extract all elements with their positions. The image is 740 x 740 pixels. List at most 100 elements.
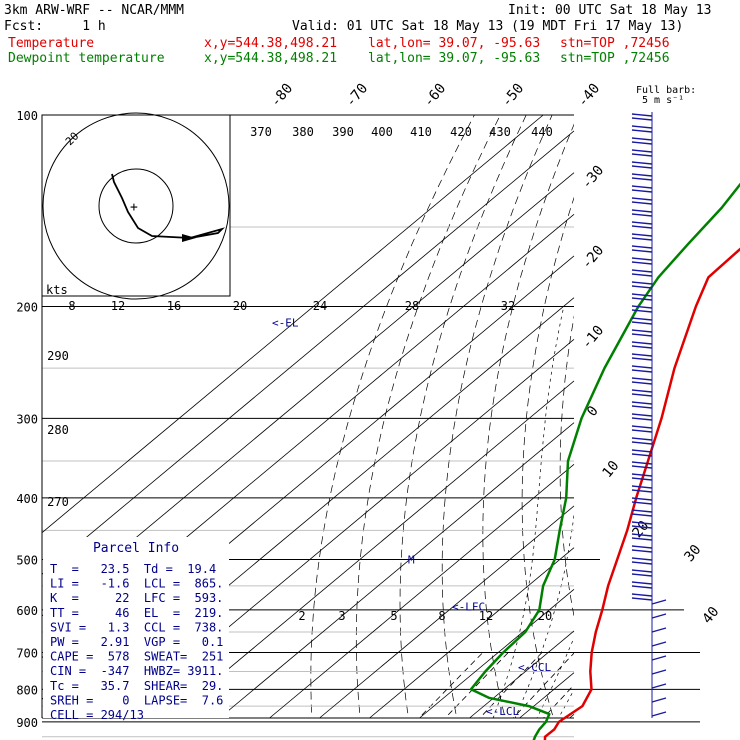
wind-barb-low — [651, 627, 667, 633]
isotherm-0 — [469, 630, 575, 719]
hodograph-ring-inner — [98, 168, 174, 244]
wind-barb — [631, 341, 653, 349]
dry-adiabat-270 — [399, 115, 527, 718]
hodograph-speed-label-32: 32 — [501, 299, 515, 313]
forecast-hour: Fcst: 1 h — [4, 19, 106, 34]
pressure-label-600: 600 — [16, 604, 38, 618]
theta-label-380: 380 — [292, 125, 314, 139]
legend-dewpoint-latlon: lat,lon= 39.07, -95.63 — [368, 51, 541, 66]
theta-label-290: 290 — [47, 349, 69, 363]
wind-barb-low — [651, 655, 667, 661]
parcel-info-row: Tc = 35.7 SHEAR= 29. — [50, 679, 223, 693]
mixing-ratio-label-5: 5 — [390, 609, 397, 623]
wind-barb — [631, 569, 653, 577]
dry-adiabat-280 — [441, 115, 553, 718]
wind-barb — [631, 245, 653, 253]
pressure-label-300: 300 — [16, 412, 38, 426]
isotherm--50 — [219, 422, 575, 719]
wind-barb — [631, 533, 653, 541]
isotherm-label--30: -30 — [579, 163, 608, 193]
dry-adiabat-340 — [667, 115, 740, 740]
dry-adiabat-260 — [355, 115, 501, 718]
wind-barb — [631, 161, 653, 169]
legend-temperature: Temperature — [8, 36, 95, 51]
init-time: Init: 00 UTC Sat 18 May 13 — [508, 3, 712, 18]
moist-adiabat-22 — [558, 688, 574, 718]
wind-barb — [631, 485, 653, 493]
wind-barb-low — [651, 669, 667, 675]
wind-barb — [631, 449, 653, 457]
parcel-info-row: SREH = 0 LAPSE= 7.6 — [50, 693, 223, 707]
hodograph-speed-label-28: 28 — [405, 299, 419, 313]
hodograph-trace — [111, 173, 226, 240]
theta-label-270: 270 — [47, 495, 69, 509]
mixing-ratio-label-8: 8 — [438, 609, 445, 623]
level-label-el: <-EL — [272, 317, 299, 330]
hodograph-speed-label-8: 8 — [68, 299, 75, 313]
temperature-profile — [543, 247, 740, 740]
wind-barb — [631, 593, 653, 601]
mixing-ratio-2 — [418, 652, 484, 718]
isotherm-20 — [569, 714, 575, 719]
theta-label-390: 390 — [332, 125, 354, 139]
wind-barb — [631, 365, 653, 373]
isotherm--20 — [369, 547, 575, 719]
parcel-info-row: T = 23.5 Td = 19.4 — [50, 562, 216, 576]
parcel-info-row: LI = -1.6 LCL = 865. — [50, 577, 223, 591]
isotherm-label-30: 30 — [681, 542, 704, 565]
wind-barb — [631, 401, 653, 409]
hodograph-box — [41, 114, 231, 297]
wind-barb — [631, 425, 653, 433]
wind-barb — [631, 581, 653, 589]
wind-barb — [631, 545, 653, 553]
wind-barb — [631, 521, 653, 529]
isotherm-10 — [519, 672, 575, 719]
wind-barb — [631, 197, 653, 205]
plot-area-group — [310, 115, 740, 740]
parcel-info-row: TT = 46 EL = 219. — [50, 606, 223, 620]
mixing-ratio-label-3: 3 — [338, 609, 345, 623]
model-title: 3km ARW-WRF -- NCAR/MMM — [4, 3, 185, 18]
isotherm--40 — [269, 464, 575, 719]
hodograph-speed-label-12: 12 — [111, 299, 125, 313]
wind-barb — [631, 497, 653, 505]
dry-adiabat-250 — [310, 115, 475, 718]
legend-dewpoint-xy: x,y=544.38,498.21 — [204, 51, 338, 66]
wind-barb — [631, 509, 653, 517]
isotherm-label--80: -80 — [268, 81, 297, 111]
valid-time: Valid: 01 UTC Sat 18 May 13 (19 MDT Fri … — [292, 19, 684, 34]
theta-label-430: 430 — [489, 125, 511, 139]
wind-barb — [631, 233, 653, 241]
pressure-label-200: 200 — [16, 300, 38, 314]
theta-label-370: 370 — [250, 125, 272, 139]
parcel-info-row: PW = 2.91 VGP = 0.1 — [50, 635, 223, 649]
parcel-info-row: CELL = 294/13 — [50, 708, 144, 722]
parcel-info-row: CAPE = 578 SWEAT= 251 — [50, 650, 223, 664]
wind-barb — [631, 281, 653, 289]
mixing-ratio-label-12: 12 — [479, 609, 493, 623]
moist-adiabat-10 — [492, 306, 565, 718]
dewpoint-profile — [469, 182, 740, 740]
dry-adiabat-360 — [733, 115, 740, 740]
legend-dewpoint: Dewpoint temperature — [8, 51, 165, 66]
wind-barb — [631, 209, 653, 217]
level-label-lcl: <-LCL — [486, 705, 519, 718]
pressure-label-500: 500 — [16, 554, 38, 568]
wind-barb — [631, 461, 653, 469]
wind-barb — [631, 257, 653, 265]
hodograph-speed-label-16: 16 — [167, 299, 181, 313]
wind-barb-low — [651, 711, 667, 717]
wind-barb — [631, 293, 653, 301]
wind-barb — [631, 185, 653, 193]
legend-temperature-latlon: lat,lon= 39.07, -95.63 — [368, 36, 541, 51]
parcel-info-row: SVI = 1.3 CCL = 738. — [50, 620, 223, 634]
legend-temperature-xy: x,y=544.38,498.21 — [204, 36, 338, 51]
isotherm-label-10: 10 — [599, 458, 622, 481]
hodograph-ring-outer — [42, 112, 230, 300]
wind-barb-low — [651, 697, 667, 703]
level-label-ccl: <-CCL — [518, 661, 551, 674]
full-barb-label: Full barb: — [636, 85, 696, 96]
hodograph-kts-label: kts — [46, 283, 68, 297]
wind-barb — [631, 389, 653, 397]
